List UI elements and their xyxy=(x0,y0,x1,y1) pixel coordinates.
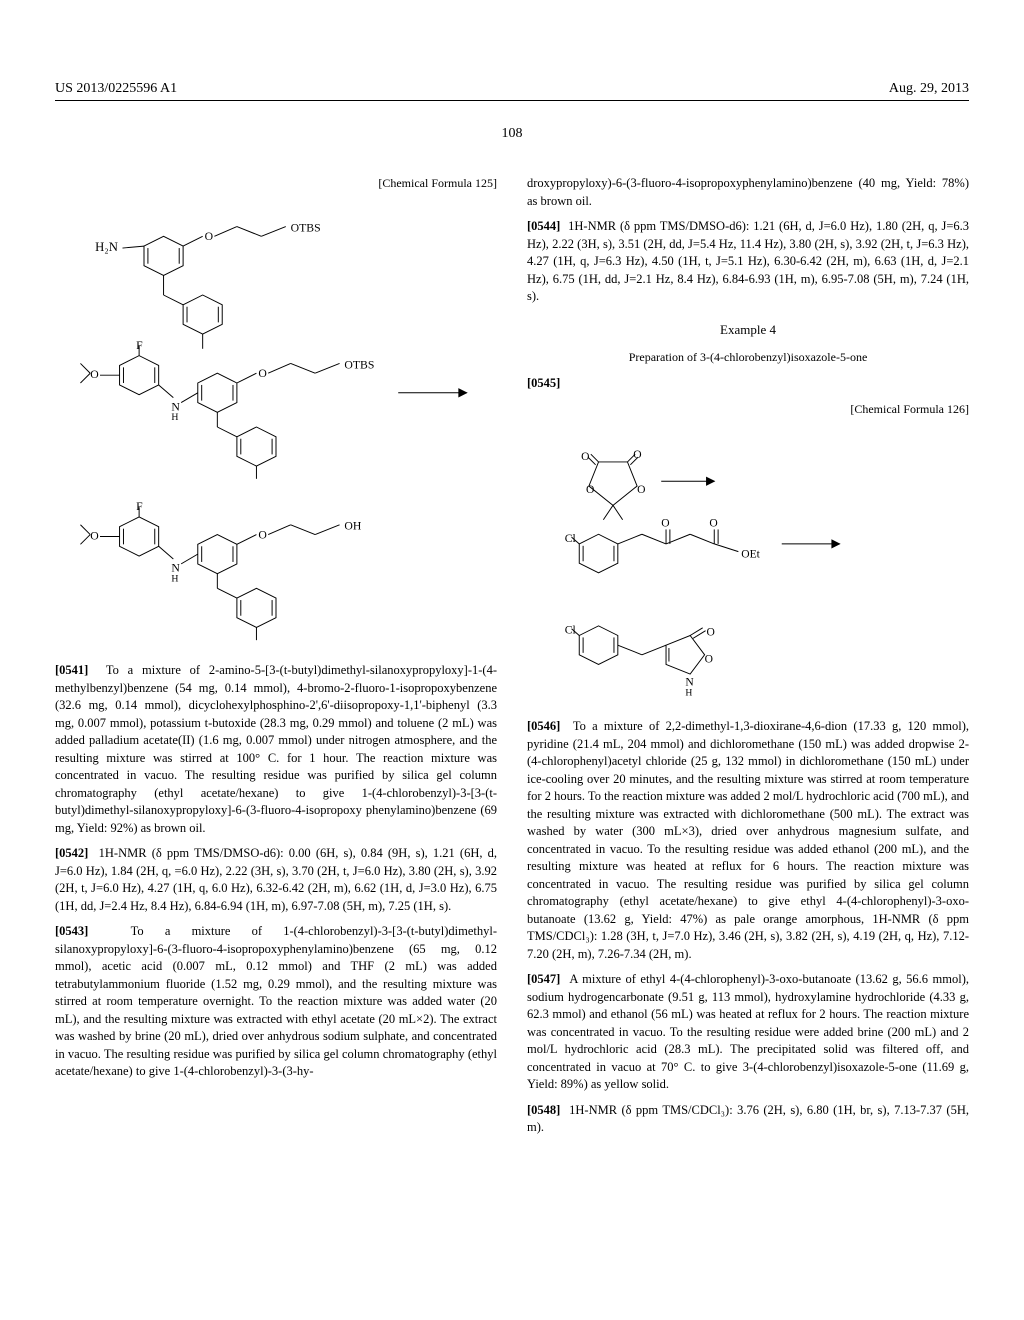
chemical-formula-125-diagram: H₂N O OTBS O xyxy=(55,207,497,647)
para-text-0541: To a mixture of 2-amino-5-[3-(t-butyl)di… xyxy=(55,663,497,835)
paragraph-0546: [0546] To a mixture of 2,2-dimethyl-1,3-… xyxy=(527,718,969,963)
para-num-0546: [0546] xyxy=(527,719,560,733)
svg-text:O: O xyxy=(709,516,717,529)
example-4-heading: Example 4 xyxy=(527,321,969,339)
para-text-0543: To a mixture of 1-(4-chlorobenzyl)-3-[3-… xyxy=(55,924,497,1078)
paragraph-0545: [0545] xyxy=(527,375,969,393)
formula-label-125: [Chemical Formula 125] xyxy=(55,175,497,192)
page-number: 108 xyxy=(0,125,1024,144)
svg-text:O: O xyxy=(90,368,98,381)
svg-text:Cl: Cl xyxy=(565,532,576,545)
header-rule xyxy=(55,100,969,101)
svg-text:O: O xyxy=(661,516,669,529)
svg-text:OH: OH xyxy=(344,519,361,532)
para-text-0546: To a mixture of 2,2-dimethyl-1,3-dioxira… xyxy=(527,719,969,961)
para-num-0541: [0541] xyxy=(55,663,88,677)
para-num-0545: [0545] xyxy=(527,376,560,390)
para-num-0543: [0543] xyxy=(55,924,88,938)
para-num-0548: [0548] xyxy=(527,1103,560,1117)
para-text-0547: A mixture of ethyl 4-(4-chlorophenyl)-3-… xyxy=(527,972,969,1091)
svg-text:O: O xyxy=(205,230,213,243)
para-text-0548: 1H-NMR (δ ppm TMS/CDCl₃): 3.76 (2H, s), … xyxy=(527,1103,969,1135)
para-num-0542: [0542] xyxy=(55,846,88,860)
svg-text:O: O xyxy=(637,483,645,496)
svg-text:OTBS: OTBS xyxy=(291,221,321,234)
svg-text:H: H xyxy=(685,687,692,698)
svg-text:H: H xyxy=(171,573,178,584)
svg-text:O: O xyxy=(581,450,589,463)
para-num-0547: [0547] xyxy=(527,972,560,986)
paragraph-0542: [0542] 1H-NMR (δ ppm TMS/DMSO-d6): 0.00 … xyxy=(55,845,497,915)
publication-date: Aug. 29, 2013 xyxy=(889,80,969,99)
svg-text:O: O xyxy=(258,367,266,380)
svg-text:F: F xyxy=(136,339,143,352)
svg-text:Cl: Cl xyxy=(565,623,576,636)
svg-text:O: O xyxy=(90,529,98,542)
svg-text:O: O xyxy=(258,528,266,541)
svg-text:O: O xyxy=(705,652,713,665)
svg-text:F: F xyxy=(136,500,143,513)
svg-text:OTBS: OTBS xyxy=(344,358,374,371)
page-header: US 2013/0225596 A1 Aug. 29, 2013 xyxy=(55,80,969,99)
svg-text:H: H xyxy=(171,412,178,423)
svg-text:OEt: OEt xyxy=(741,547,760,560)
para-text-0544: 1H-NMR (δ ppm TMS/DMSO-d6): 1.21 (6H, d,… xyxy=(527,219,969,303)
paragraph-0548: [0548] 1H-NMR (δ ppm TMS/CDCl₃): 3.76 (2… xyxy=(527,1102,969,1137)
paragraph-0547: [0547] A mixture of ethyl 4-(4-chlorophe… xyxy=(527,971,969,1094)
paragraph-0544: [0544] 1H-NMR (δ ppm TMS/DMSO-d6): 1.21 … xyxy=(527,218,969,306)
formula-label-126: [Chemical Formula 126] xyxy=(527,401,969,418)
paragraph-0543: [0543] To a mixture of 1-(4-chlorobenzyl… xyxy=(55,923,497,1081)
chemical-formula-126-diagram: O O O O Cl xyxy=(527,433,969,703)
example-4-subheading: Preparation of 3-(4-chlorobenzyl)isoxazo… xyxy=(527,349,969,366)
paragraph-0541: [0541] To a mixture of 2-amino-5-[3-(t-b… xyxy=(55,662,497,837)
paragraph-0543-continuation: droxypropyloxy)-6-(3-fluoro-4-isopropoxy… xyxy=(527,175,969,210)
para-num-0544: [0544] xyxy=(527,219,560,233)
publication-number: US 2013/0225596 A1 xyxy=(55,80,177,99)
two-column-layout: [Chemical Formula 125] H₂N O OTBS xyxy=(55,175,969,1145)
svg-text:H₂N: H₂N xyxy=(95,240,118,254)
left-column: [Chemical Formula 125] H₂N O OTBS xyxy=(55,175,497,1145)
svg-text:O: O xyxy=(586,483,594,496)
right-column: droxypropyloxy)-6-(3-fluoro-4-isopropoxy… xyxy=(527,175,969,1145)
para-text-0542: 1H-NMR (δ ppm TMS/DMSO-d6): 0.00 (6H, s)… xyxy=(55,846,497,913)
svg-text:O: O xyxy=(707,625,715,638)
